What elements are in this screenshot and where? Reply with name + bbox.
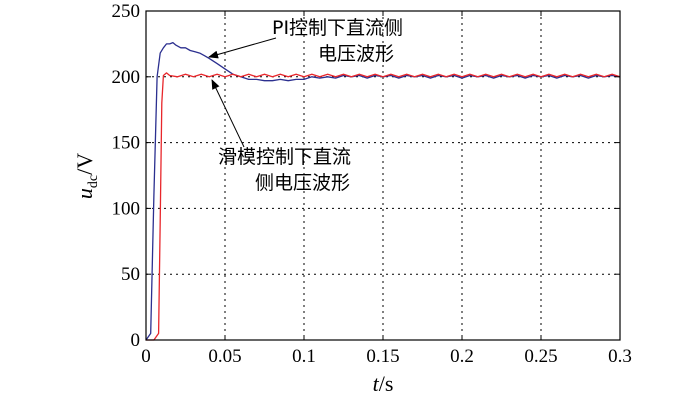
y-tick-labels: 0 50 100 150 200 250 [112,1,141,351]
x-tick-label: 0.3 [608,346,632,367]
annotation-pi: PI控制下直流侧 电压波形 [208,17,403,65]
annotation-sm-arrow [211,79,245,148]
y-tick-label: 0 [131,330,141,351]
y-tick-label: 50 [121,264,140,285]
annotation-sm-line-1: 滑模控制下直流 [218,146,351,168]
y-tick-label: 100 [112,198,141,219]
x-tick-labels: 0 0.05 0.1 0.15 0.2 0.25 0.3 [141,346,632,367]
x-tick-label: 0 [141,346,151,367]
series-group [145,41,621,341]
x-tick-label: 0.05 [208,346,241,367]
y-axis-label: udc/V [72,153,101,199]
y-tick-label: 250 [112,1,141,22]
annotation-pi-line-2: 电压波形 [318,43,394,65]
y-tick-label: 200 [112,67,141,88]
annotation-sm-line-2: 侧电压波形 [255,172,350,194]
annotation-pi-arrow [208,37,277,59]
x-tick-label: 0.15 [366,346,399,367]
x-axis-label: t/s [373,371,394,396]
y-tick-label: 150 [112,133,141,154]
x-tick-label: 0.1 [292,346,316,367]
x-tick-label: 0.25 [524,346,557,367]
annotation-sliding-mode: 滑模控制下直流 侧电压波形 [211,79,351,194]
annotation-pi-line-1: PI控制下直流侧 [272,17,403,39]
series-line-sliding-mode [146,72,621,341]
tick-marks [145,10,621,341]
x-tick-label: 0.2 [450,346,474,367]
